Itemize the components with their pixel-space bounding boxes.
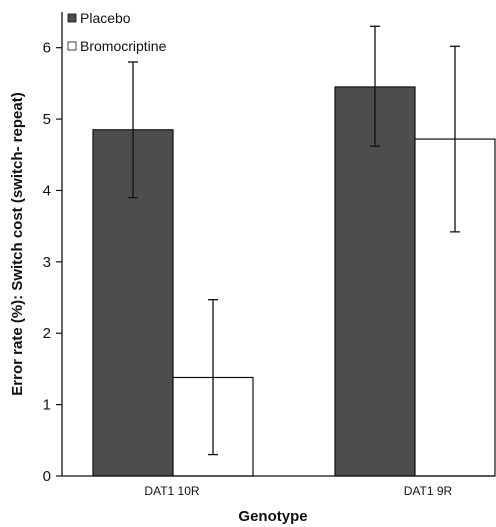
y-axis: 0 1 2 3 4 5 6 xyxy=(43,12,63,485)
y-tick-label: 2 xyxy=(43,325,51,342)
category-labels: DAT1 10R DAT1 9R xyxy=(144,484,452,498)
error-bars-layer xyxy=(128,25,460,456)
y-tick-label: 0 xyxy=(43,468,51,485)
error-bar-bromocriptine-2 xyxy=(450,45,460,233)
x-category-label: DAT1 10R xyxy=(144,484,199,498)
error-bar-bromocriptine-1 xyxy=(208,299,218,456)
legend: Placebo Bromocriptine xyxy=(67,10,167,54)
y-tick-label: 5 xyxy=(43,111,51,128)
error-bar-placebo-2 xyxy=(370,25,380,147)
y-tick-label: 4 xyxy=(43,182,51,199)
bars-layer xyxy=(92,86,496,477)
y-axis-title: Error rate (%): Switch cost (switch- rep… xyxy=(9,92,26,395)
x-axis-title: Genotype xyxy=(238,508,307,525)
legend-label-bromocriptine: Bromocriptine xyxy=(80,38,167,54)
legend-swatch-bromocriptine xyxy=(67,41,77,51)
x-category-label: DAT1 9R xyxy=(404,484,453,498)
y-tick-label: 1 xyxy=(43,397,51,414)
legend-label-placebo: Placebo xyxy=(80,10,131,26)
y-tick-label: 3 xyxy=(43,254,51,271)
legend-swatch-placebo xyxy=(67,13,77,23)
error-bar-placebo-1 xyxy=(128,61,138,199)
y-tick-label: 6 xyxy=(43,40,51,57)
